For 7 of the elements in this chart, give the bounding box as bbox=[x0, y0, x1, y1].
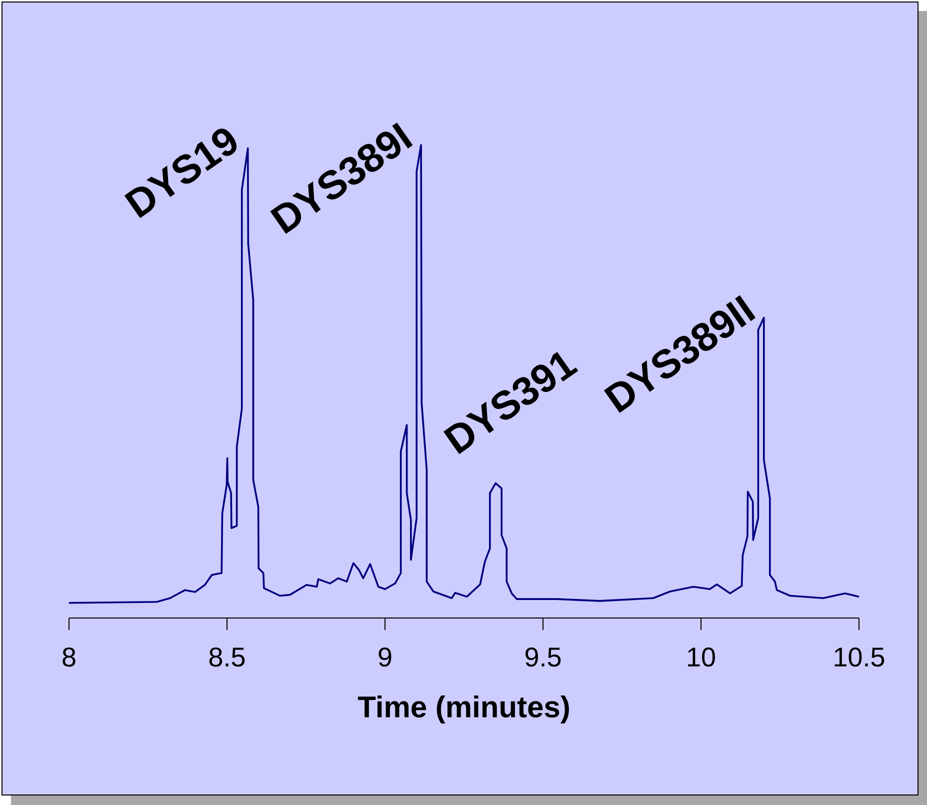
x-axis-title: Time (minutes) bbox=[358, 696, 569, 724]
x-tick-label: 8 bbox=[62, 648, 76, 667]
x-tick-label: 9 bbox=[378, 648, 392, 667]
x-tick-label: 10.5 bbox=[834, 648, 884, 667]
x-tick-label: 10 bbox=[688, 648, 715, 667]
x-tick-label: 9.5 bbox=[526, 648, 561, 667]
x-tick-label: 8.5 bbox=[209, 648, 245, 667]
